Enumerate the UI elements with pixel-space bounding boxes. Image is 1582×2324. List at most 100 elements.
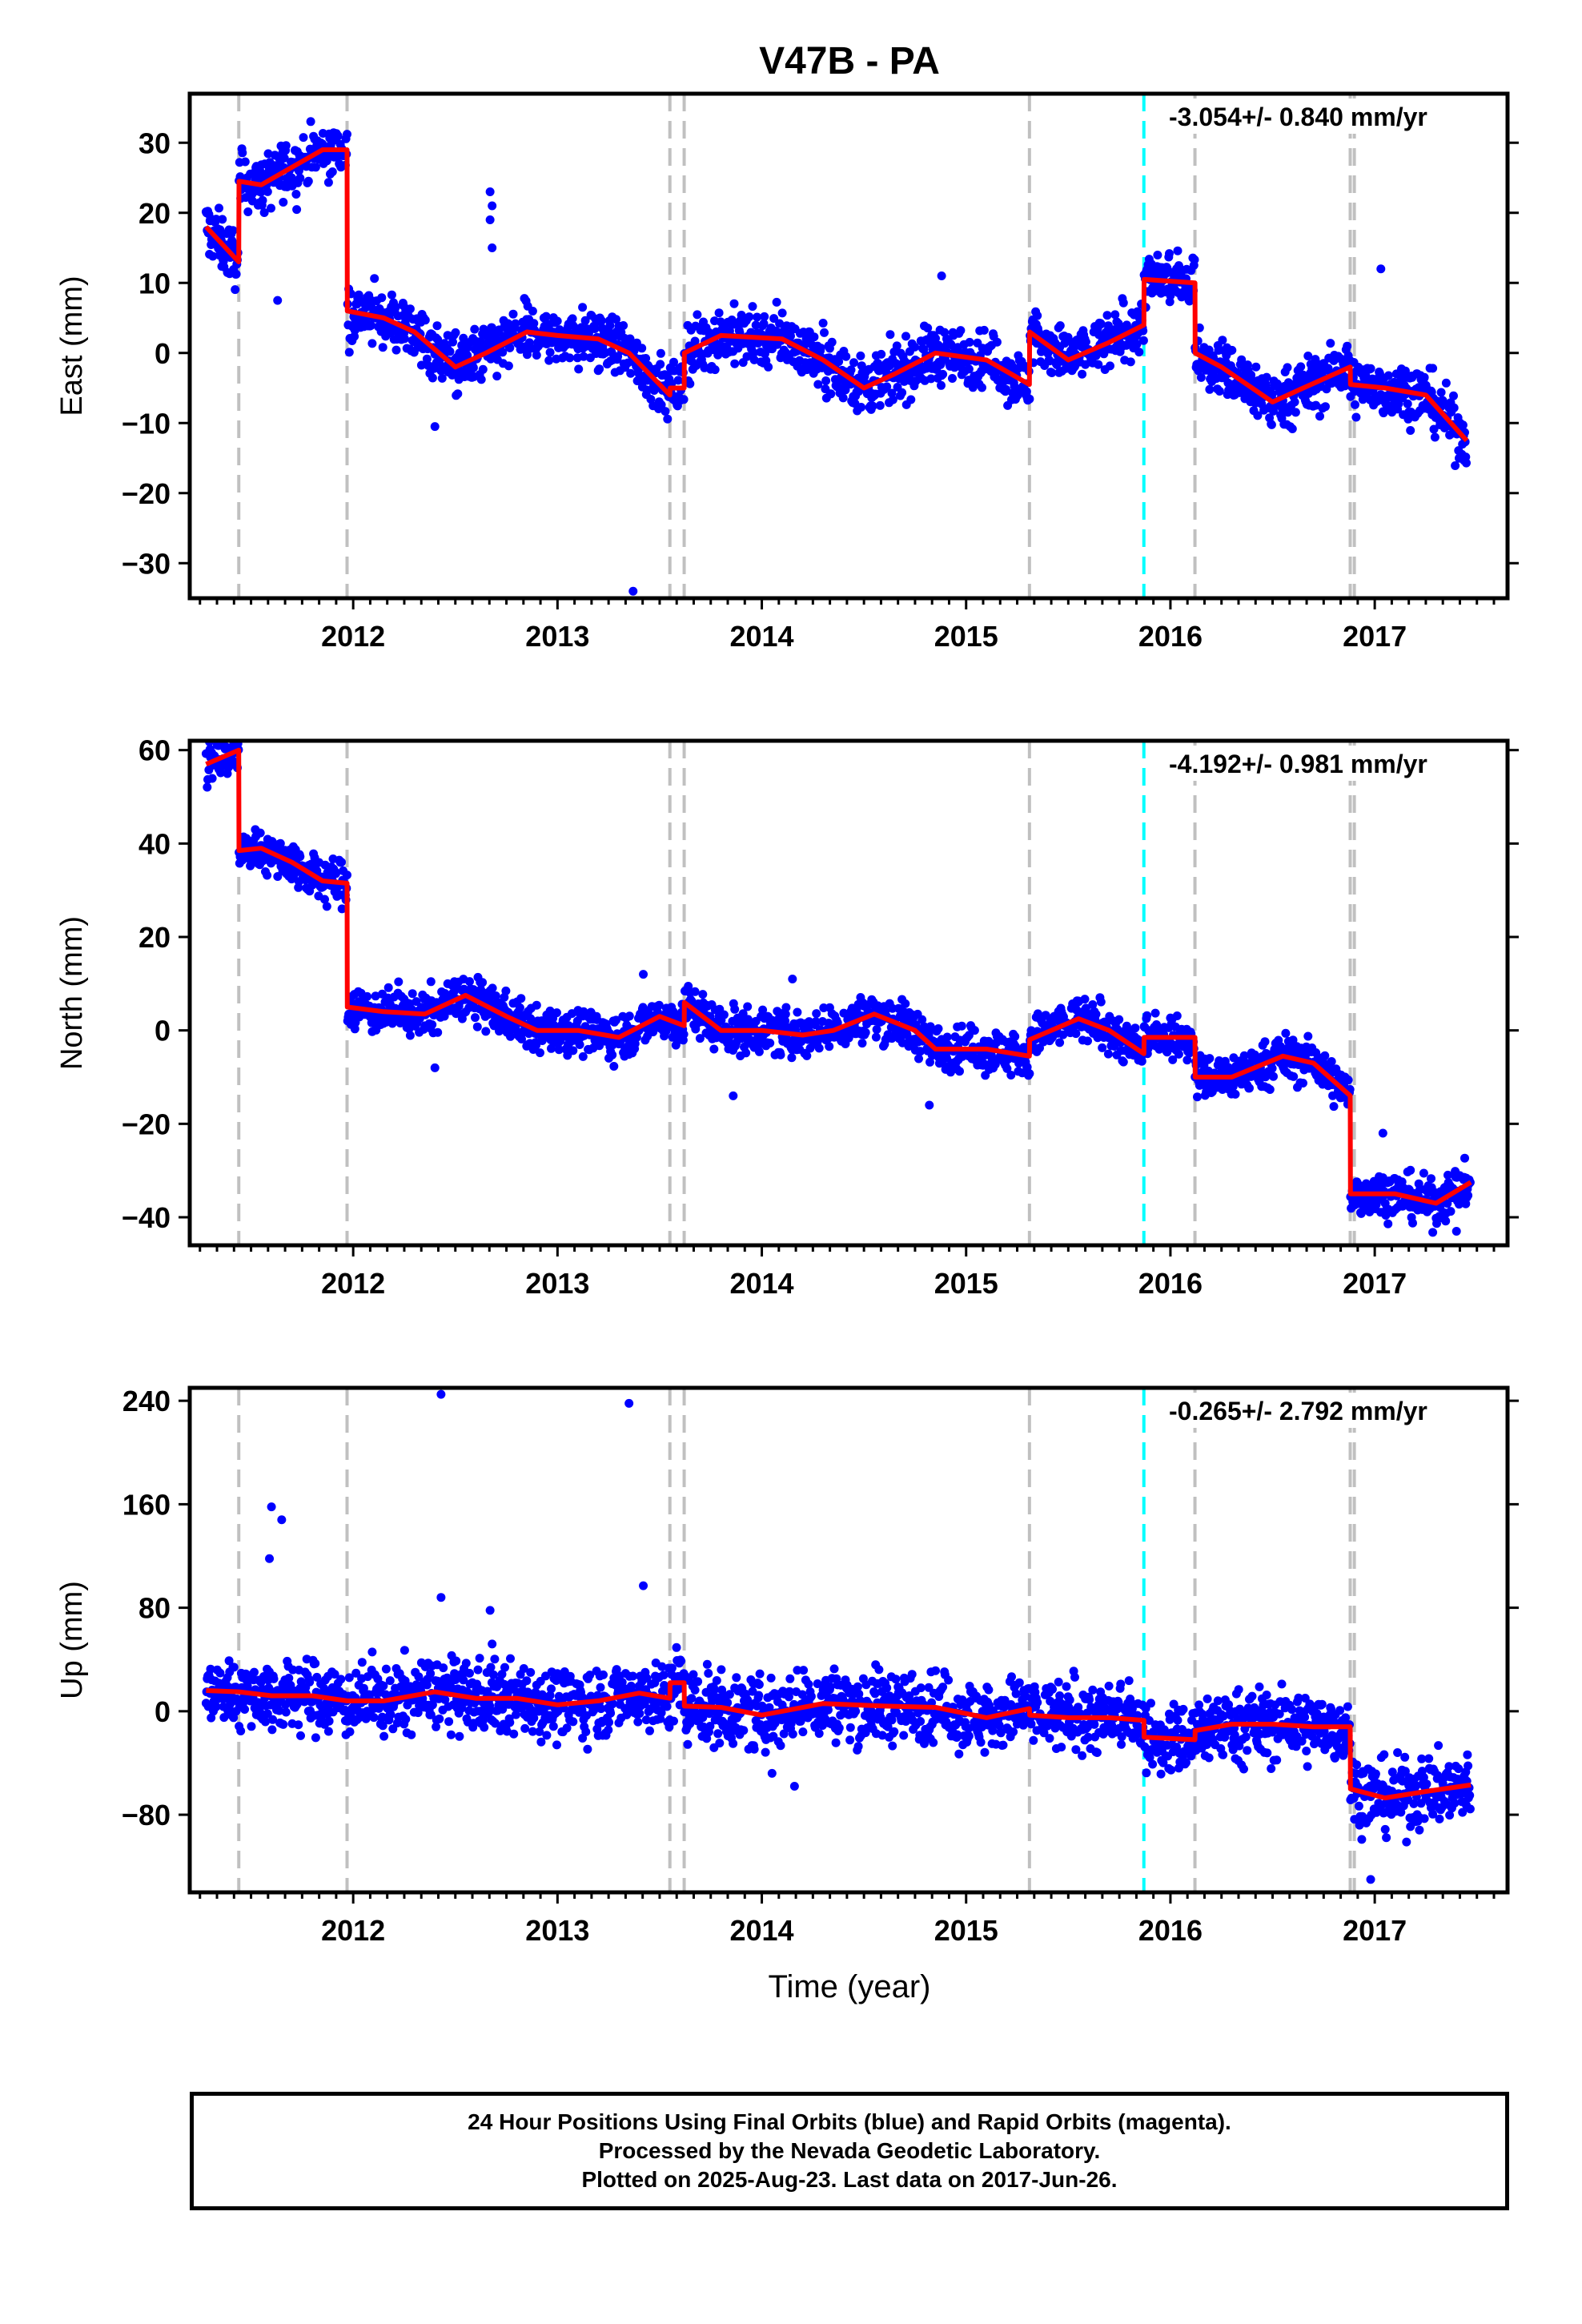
data-point — [440, 1695, 450, 1704]
data-point — [1299, 1079, 1307, 1088]
data-point — [291, 190, 301, 199]
data-point — [480, 1723, 489, 1732]
data-point — [871, 1032, 881, 1042]
outlier-point — [1452, 1227, 1461, 1236]
outlier-point — [937, 271, 946, 280]
data-point — [203, 782, 212, 792]
data-point — [231, 285, 240, 295]
data-point — [320, 895, 329, 904]
data-point — [875, 400, 885, 410]
data-point — [786, 332, 795, 341]
data-point — [492, 372, 502, 381]
data-point — [1327, 1057, 1336, 1066]
data-point — [337, 904, 347, 914]
data-point — [350, 1024, 359, 1034]
data-point — [236, 1727, 246, 1735]
data-point — [937, 380, 946, 390]
data-point — [1165, 249, 1174, 259]
data-point — [369, 1713, 379, 1723]
data-point — [910, 342, 920, 352]
data-point — [1290, 397, 1299, 407]
data-point — [532, 351, 541, 360]
data-point — [612, 1015, 620, 1025]
data-point — [379, 1731, 389, 1741]
data-point — [857, 403, 866, 412]
data-point — [532, 1000, 541, 1010]
data-point — [1096, 320, 1106, 329]
data-point — [331, 869, 340, 879]
data-point — [760, 312, 769, 321]
data-point — [416, 360, 426, 370]
data-point — [1118, 298, 1128, 308]
data-point — [1283, 363, 1292, 372]
data-point — [1103, 1049, 1113, 1059]
data-point — [821, 376, 831, 385]
data-point — [367, 320, 375, 330]
data-point — [1174, 1049, 1183, 1059]
data-point — [765, 1039, 775, 1047]
data-point — [741, 1048, 751, 1058]
velocity-rate-label: -4.192+/- 0.981 mm/yr — [1169, 750, 1427, 778]
rate-label-background — [1162, 99, 1460, 134]
data-point — [868, 401, 877, 411]
data-point — [579, 352, 588, 361]
data-point — [1245, 1084, 1254, 1093]
data-point — [942, 1032, 952, 1042]
data-point — [1458, 420, 1468, 430]
data-point — [207, 774, 217, 783]
data-point — [231, 269, 241, 279]
data-point — [472, 1022, 482, 1031]
data-point — [1419, 372, 1429, 382]
data-point — [1096, 997, 1106, 1007]
data-point — [619, 321, 628, 330]
data-point — [379, 1681, 388, 1691]
data-point — [303, 176, 313, 186]
data-point — [1265, 1085, 1275, 1094]
data-point — [923, 324, 933, 333]
data-point — [481, 1027, 491, 1036]
data-point — [1025, 394, 1034, 404]
data-point — [279, 198, 288, 207]
outlier-point — [729, 1091, 738, 1100]
data-point — [1261, 380, 1271, 389]
data-point — [1110, 310, 1120, 320]
data-point — [955, 1067, 964, 1076]
data-point — [1267, 389, 1277, 399]
data-point — [367, 339, 377, 348]
data-point — [228, 226, 238, 235]
data-point — [811, 1017, 821, 1027]
data-point — [211, 215, 221, 224]
data-point — [1269, 1072, 1278, 1081]
data-point — [841, 352, 851, 361]
data-point — [218, 215, 227, 224]
data-point — [465, 977, 474, 987]
data-point — [888, 1003, 897, 1013]
data-point — [511, 319, 520, 328]
x-tick-label: 2013 — [525, 1267, 589, 1300]
data-point — [1329, 1102, 1339, 1112]
data-point — [979, 325, 989, 335]
data-point — [451, 1675, 460, 1684]
data-point — [323, 1727, 333, 1736]
data-point — [443, 331, 452, 340]
y-tick-label: 20 — [139, 921, 171, 954]
data-point — [934, 1024, 943, 1033]
data-point — [1315, 412, 1324, 421]
data-point — [294, 1720, 303, 1730]
data-point — [216, 768, 226, 778]
data-point — [679, 395, 689, 404]
data-point — [1343, 341, 1352, 351]
outlier-point — [788, 975, 797, 983]
data-point — [892, 341, 901, 351]
data-point — [1403, 399, 1412, 408]
data-point — [1237, 355, 1247, 364]
data-point — [1193, 1092, 1202, 1102]
data-point — [517, 1035, 526, 1043]
data-point — [299, 133, 308, 143]
data-point — [488, 983, 497, 993]
data-point — [552, 316, 562, 326]
data-point — [1168, 1055, 1178, 1064]
data-point — [1196, 372, 1206, 382]
data-point — [1002, 384, 1010, 394]
y-tick-label: 30 — [139, 127, 171, 159]
